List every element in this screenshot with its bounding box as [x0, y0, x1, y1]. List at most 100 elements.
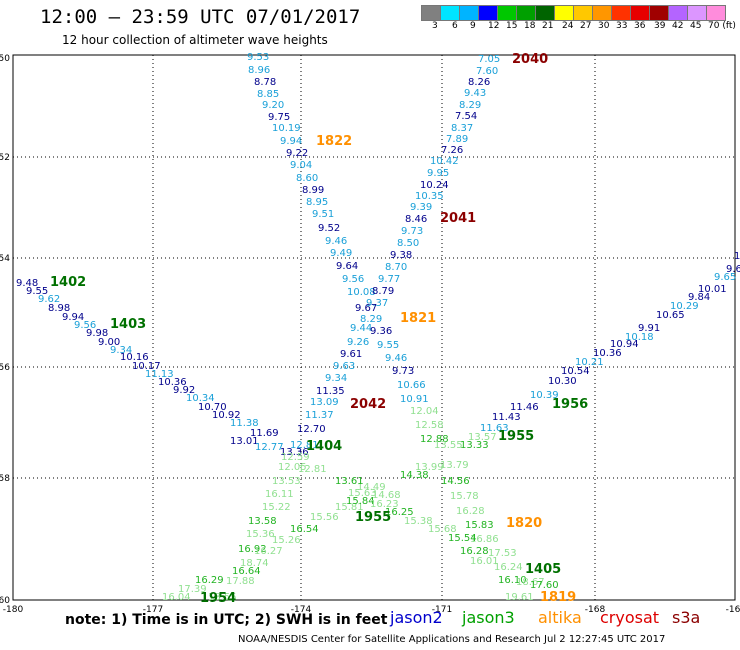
- pass-time-label: 1405: [525, 562, 561, 577]
- wave-height-value: 10.39: [530, 390, 559, 401]
- wave-height-value: 10.70: [198, 402, 227, 413]
- wave-height-value: 9.75: [268, 112, 290, 123]
- wave-height-value: 12.59: [281, 452, 310, 463]
- pass-time-label: 2041: [440, 211, 476, 226]
- wave-height-value: 13.33: [460, 440, 489, 451]
- wave-height-value: 8.37: [451, 123, 473, 134]
- wave-height-value: 9.63: [333, 361, 355, 372]
- lat-tick-label: -58: [0, 474, 10, 484]
- wave-height-value: 11.69: [250, 428, 279, 439]
- wave-height-value: 7.89: [446, 134, 468, 145]
- wave-height-value: 14.56: [441, 476, 470, 487]
- legend-item-cryosat: cryosat: [600, 608, 660, 627]
- wave-height-value: 10.24: [420, 180, 449, 191]
- pass-time-label: 1955: [355, 510, 391, 525]
- wave-height-value: 9.36: [370, 326, 392, 337]
- lat-tick-label: -56: [0, 363, 10, 373]
- wave-height-value: 8.26: [468, 77, 490, 88]
- lon-tick-label: -174: [291, 605, 312, 615]
- wave-height-value: 9.46: [325, 236, 347, 247]
- wave-height-value: 9.44: [350, 323, 372, 334]
- wave-height-value: 13.79: [440, 460, 469, 471]
- page-title: 12:00 – 23:59 UTC 07/01/2017: [40, 6, 361, 28]
- lon-tick-label: -177: [143, 605, 163, 615]
- pass-time-label: 1955: [498, 429, 534, 444]
- wave-height-value: 15.36: [246, 529, 275, 540]
- wave-height-value: 9.51: [312, 209, 334, 220]
- wave-height-value: 10.16: [120, 352, 149, 363]
- wave-height-value: 9.43: [464, 88, 486, 99]
- wave-height-value: 15.56: [310, 512, 339, 523]
- lon-tick-label: -180: [3, 605, 24, 615]
- wave-height-value: 9.04: [290, 160, 312, 171]
- pass-time-label: 1819: [540, 590, 576, 605]
- wave-height-value: 16.54: [290, 524, 319, 535]
- wave-height-value: 10.65: [656, 310, 685, 321]
- wave-height-value: 14.38: [400, 470, 429, 481]
- wave-height-value: 10: [734, 251, 740, 262]
- wave-height-value: 13.36: [280, 447, 309, 458]
- wave-height-value: 16.10: [498, 575, 527, 586]
- wave-height-value: 8.29: [360, 314, 382, 325]
- wave-height-value: 13.61: [335, 476, 364, 487]
- wave-height-value: 10.21: [575, 357, 604, 368]
- wave-height-value: 12.05: [278, 462, 307, 473]
- wave-height-value: 17.60: [530, 580, 559, 591]
- wave-height-value: 12.88: [420, 434, 449, 445]
- wave-height-value: 10.66: [397, 380, 426, 391]
- wave-height-value: 9.20: [262, 100, 284, 111]
- wave-height-value: 9.55: [26, 286, 48, 297]
- wave-height-value: 8.70: [385, 262, 407, 273]
- wave-height-value: 8.78: [254, 77, 276, 88]
- wave-height-value: 9.38: [390, 250, 412, 261]
- color-scale-label: 3: [432, 21, 438, 31]
- wave-height-value: 16.01: [470, 556, 499, 567]
- wave-height-value: 8.60: [296, 173, 318, 184]
- wave-height-value: 8.99: [302, 185, 324, 196]
- wave-height-value: 15.38: [404, 516, 433, 527]
- wave-height-value: 9.62: [726, 264, 740, 275]
- wave-height-value: 12.81: [290, 440, 319, 451]
- color-scale-label: 70 (ft): [708, 21, 736, 31]
- wave-height-value: 10.08: [347, 287, 376, 298]
- color-scale-label: 36: [634, 21, 646, 31]
- wave-height-value: 13.57: [468, 432, 497, 443]
- wave-height-value: 8.96: [248, 65, 270, 76]
- wave-height-value: 18.74: [240, 558, 269, 569]
- pass-time-label: 1402: [50, 275, 86, 290]
- wave-height-value: 10.91: [400, 394, 429, 405]
- wave-height-value: 16.24: [494, 562, 523, 573]
- wave-height-value: 9.91: [638, 323, 660, 334]
- color-scale-label: 24: [562, 21, 574, 31]
- wave-height-value: 8.95: [306, 197, 328, 208]
- wave-height-value: 8.98: [48, 303, 70, 314]
- lat-tick-label: -54: [0, 254, 10, 264]
- wave-height-value: 7.54: [455, 111, 477, 122]
- wave-height-value: 11.38: [230, 418, 259, 429]
- wave-height-value: 17.88: [226, 576, 255, 587]
- wave-height-value: 9.61: [340, 349, 362, 360]
- wave-height-value: 15.22: [262, 502, 291, 513]
- wave-height-value: 10.29: [670, 301, 699, 312]
- wave-height-value: 17.53: [488, 548, 517, 559]
- wave-height-value: 8.79: [372, 286, 394, 297]
- wave-height-value: 9.22: [286, 148, 308, 159]
- wave-height-value: 11.43: [492, 412, 521, 423]
- color-scale-label: 18: [524, 21, 536, 31]
- wave-height-value: 9.94: [280, 136, 302, 147]
- wave-height-value: 10.17: [132, 361, 161, 372]
- wave-height-value: 18.55: [208, 592, 237, 603]
- wave-height-value: 9.67: [355, 303, 377, 314]
- wave-height-value: 16.28: [456, 506, 485, 517]
- lon-tick-label: -168: [585, 605, 606, 615]
- wave-height-value: 15.63: [348, 488, 377, 499]
- wave-height-value: 13.99: [415, 462, 444, 473]
- wave-height-value: 10.36: [593, 348, 622, 359]
- wave-height-value: 15.84: [346, 496, 375, 507]
- wave-height-value: 10.30: [548, 376, 577, 387]
- wave-height-value: 17.39: [178, 584, 207, 595]
- color-scale-label: 6: [452, 21, 458, 31]
- credit-line: NOAA/NESDIS Center for Satellite Applica…: [238, 634, 666, 645]
- pass-time-label: 1821: [400, 311, 436, 326]
- wave-height-value: 13.09: [310, 397, 339, 408]
